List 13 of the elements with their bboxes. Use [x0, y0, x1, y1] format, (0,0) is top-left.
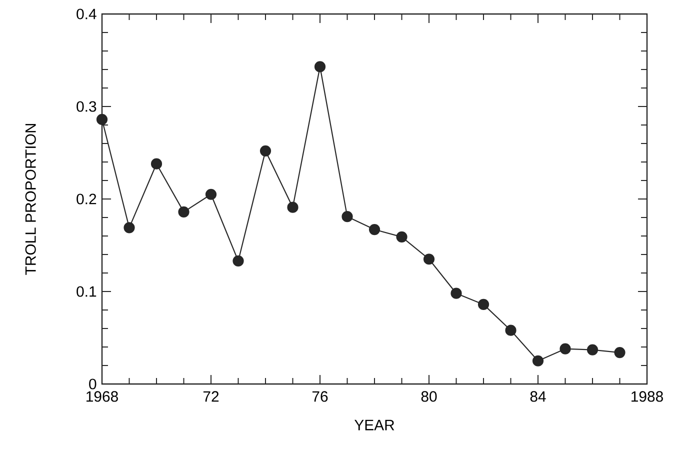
x-tick-label: 80	[421, 391, 437, 402]
x-tick-label: 76	[312, 391, 328, 402]
x-tick-label: 1988	[632, 391, 663, 402]
y-tick-label: 0.2	[76, 194, 96, 204]
y-tick-label: 0.4	[76, 8, 96, 20]
y-tick-label: 0	[89, 378, 96, 390]
x-tick-label: 1968	[86, 391, 118, 402]
y-axis-title: TROLL PROPORTION	[25, 124, 36, 275]
x-tick-label: 72	[203, 391, 219, 402]
y-tick-label: 0.3	[76, 101, 96, 112]
x-axis-title: YEAR	[354, 420, 394, 430]
x-tick-label: 84	[530, 391, 546, 402]
y-tick-label: 0.1	[76, 286, 96, 297]
